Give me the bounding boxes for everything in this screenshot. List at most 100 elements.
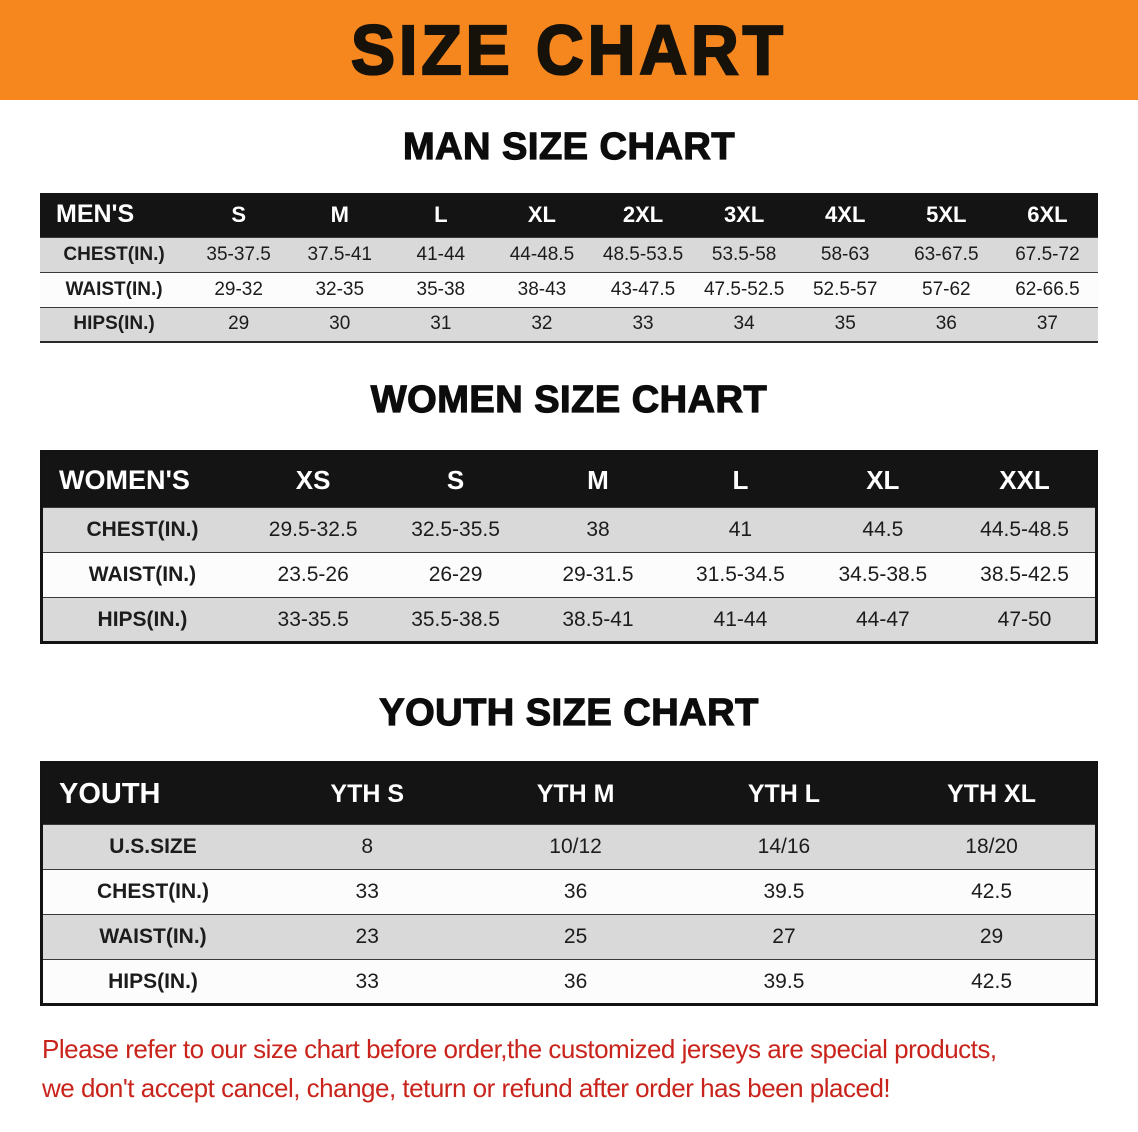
size-value-cell: 36 xyxy=(471,959,680,1005)
table-label-header: WOMEN'S xyxy=(41,451,242,508)
size-chart-page: SIZE CHART MAN SIZE CHART MEN'S S M L XL 2XL 3… xyxy=(0,0,1138,1108)
size-value-cell: 42.5 xyxy=(888,869,1097,915)
men-size-table: MEN'S S M L XL 2XL 3XL 4XL 5XL 6XL CHEST(IN.) 35-37… xyxy=(40,193,1098,343)
size-value-cell: 35.5-38.5 xyxy=(384,597,527,643)
size-column-header: YTH M xyxy=(471,762,680,825)
size-column-header: M xyxy=(526,451,670,508)
table-header-row: MEN'S S M L XL 2XL 3XL 4XL 5XL 6XL xyxy=(40,193,1098,237)
size-value-cell: 38 xyxy=(526,507,670,553)
size-value-cell: 48.5-53.5 xyxy=(592,236,694,272)
disclaimer: Please refer to our size chart before or… xyxy=(42,1030,1118,1108)
size-value-cell: 26-29 xyxy=(384,552,527,598)
size-column-header: 5XL xyxy=(895,193,997,237)
size-value-cell: 38.5-42.5 xyxy=(954,552,1097,598)
size-column-header: XS xyxy=(241,451,385,508)
size-value-cell: 39.5 xyxy=(679,959,889,1005)
size-column-header: YTH L xyxy=(679,762,889,825)
size-value-cell: 52.5-57 xyxy=(794,271,896,307)
size-value-cell: 53.5-58 xyxy=(693,236,795,272)
row-label: WAIST(IN.) xyxy=(40,271,189,307)
size-value-cell: 34.5-38.5 xyxy=(811,552,955,598)
man-size-chart-heading: MAN SIZE CHART xyxy=(402,125,736,168)
size-value-cell: 27 xyxy=(679,914,889,960)
size-value-cell: 39.5 xyxy=(679,869,889,915)
table-row: HIPS(IN.) 29 30 31 32 33 34 35 36 37 xyxy=(40,306,1098,342)
size-value-cell: 8 xyxy=(263,824,472,870)
size-value-cell: 44-48.5 xyxy=(491,236,593,272)
row-label: U.S.SIZE xyxy=(41,824,264,870)
size-value-cell: 33 xyxy=(263,869,472,915)
size-column-header: L xyxy=(390,193,492,237)
size-column-header: S xyxy=(384,451,527,508)
size-value-cell: 37 xyxy=(996,306,1098,342)
size-value-cell: 32.5-35.5 xyxy=(384,507,527,553)
size-value-cell: 35-38 xyxy=(390,271,492,307)
size-column-header: M xyxy=(289,193,391,237)
size-column-header: 4XL xyxy=(794,193,896,237)
section-women: WOMEN SIZE CHART WOMEN'S XS S M L XL XXL CHEST(… xyxy=(0,378,1138,644)
size-value-cell: 42.5 xyxy=(888,959,1097,1005)
size-value-cell: 29.5-32.5 xyxy=(241,507,385,553)
table-label-header: YOUTH xyxy=(41,762,264,825)
size-value-cell: 38.5-41 xyxy=(526,597,670,643)
size-value-cell: 31.5-34.5 xyxy=(669,552,812,598)
size-value-cell: 34 xyxy=(693,306,795,342)
size-value-cell: 38-43 xyxy=(491,271,593,307)
size-value-cell: 36 xyxy=(471,869,680,915)
youth-size-chart-heading: YOUTH SIZE CHART xyxy=(379,691,759,734)
table-label-header: MEN'S xyxy=(40,193,189,237)
row-label: CHEST(IN.) xyxy=(41,507,242,553)
size-value-cell: 67.5-72 xyxy=(996,236,1098,272)
women-size-table: WOMEN'S XS S M L XL XXL CHEST(IN.) 29.5-32.5 32.5… xyxy=(40,450,1098,644)
size-column-header: 3XL xyxy=(693,193,795,237)
size-value-cell: 32 xyxy=(491,306,593,342)
size-value-cell: 33 xyxy=(263,959,472,1005)
table-row: CHEST(IN.) 29.5-32.5 32.5-35.5 38 41 44.5 44.5… xyxy=(41,507,1097,553)
size-value-cell: 47.5-52.5 xyxy=(693,271,795,307)
size-value-cell: 57-62 xyxy=(895,271,997,307)
size-value-cell: 41-44 xyxy=(669,597,812,643)
size-column-header: YTH S xyxy=(263,762,472,825)
youth-size-table: YOUTH YTH S YTH M YTH L YTH XL U.S.SIZE 8 10/12… xyxy=(40,761,1098,1006)
size-value-cell: 32-35 xyxy=(289,271,391,307)
row-label: HIPS(IN.) xyxy=(41,597,242,643)
section-youth: YOUTH SIZE CHART YOUTH YTH S YTH M YTH L YTH… xyxy=(0,691,1138,1006)
table-row: CHEST(IN.) 35-37.5 37.5-41 41-44 44-48.5 48.5… xyxy=(40,236,1098,272)
size-column-header: XL xyxy=(491,193,593,237)
row-label: HIPS(IN.) xyxy=(41,959,264,1005)
table-row: U.S.SIZE 8 10/12 14/16 18/20 xyxy=(41,824,1097,870)
table-row: HIPS(IN.) 33 36 39.5 42.5 xyxy=(41,959,1097,1005)
women-size-chart-heading: WOMEN SIZE CHART xyxy=(370,378,768,421)
size-column-header: YTH XL xyxy=(888,762,1097,825)
size-value-cell: 37.5-41 xyxy=(289,236,391,272)
size-column-header: 2XL xyxy=(592,193,694,237)
size-column-header: XXL xyxy=(954,451,1097,508)
size-value-cell: 63-67.5 xyxy=(895,236,997,272)
disclaimer-line-2: we don't accept cancel, change, teturn o… xyxy=(42,1073,891,1103)
page-title: SIZE CHART xyxy=(350,10,787,90)
table-row: HIPS(IN.) 33-35.5 35.5-38.5 38.5-41 41-44 44-… xyxy=(41,597,1097,643)
banner: SIZE CHART xyxy=(0,0,1138,100)
size-column-header: S xyxy=(188,193,290,237)
size-value-cell: 36 xyxy=(895,306,997,342)
size-value-cell: 29 xyxy=(188,306,290,342)
size-value-cell: 14/16 xyxy=(679,824,889,870)
size-value-cell: 30 xyxy=(289,306,391,342)
row-label: WAIST(IN.) xyxy=(41,552,242,598)
size-value-cell: 35 xyxy=(794,306,896,342)
size-value-cell: 10/12 xyxy=(471,824,680,870)
table-row: WAIST(IN.) 23.5-26 26-29 29-31.5 31.5-34.5 34… xyxy=(41,552,1097,598)
size-column-header: L xyxy=(669,451,812,508)
size-column-header: 6XL xyxy=(996,193,1098,237)
size-value-cell: 23.5-26 xyxy=(241,552,385,598)
size-value-cell: 31 xyxy=(390,306,492,342)
size-value-cell: 18/20 xyxy=(888,824,1097,870)
size-value-cell: 25 xyxy=(471,914,680,960)
size-value-cell: 44.5-48.5 xyxy=(954,507,1097,553)
size-value-cell: 23 xyxy=(263,914,472,960)
row-label: CHEST(IN.) xyxy=(40,236,189,272)
row-label: CHEST(IN.) xyxy=(41,869,264,915)
size-value-cell: 62-66.5 xyxy=(996,271,1098,307)
size-value-cell: 29-31.5 xyxy=(526,552,670,598)
size-value-cell: 41-44 xyxy=(390,236,492,272)
